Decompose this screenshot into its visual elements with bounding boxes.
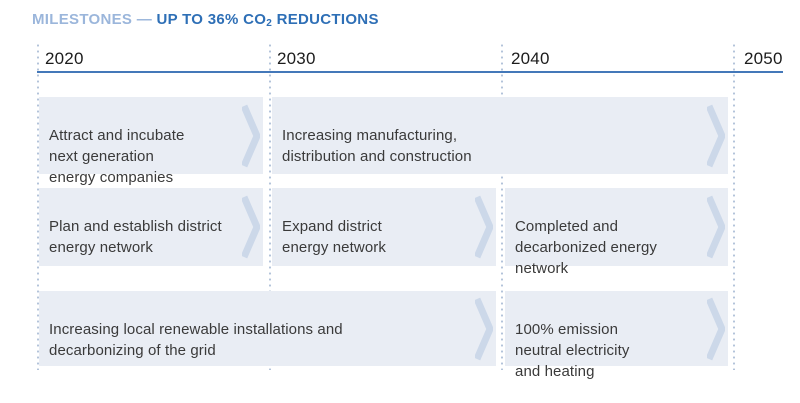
chevron-right-icon [707,104,725,167]
timeline-gridline-2040 [501,44,503,370]
milestone-box: Plan and establish district energy netwo… [39,188,263,266]
title-main: UP TO 36% CO [156,11,267,28]
milestone-text: Attract and incubate next generation ene… [49,127,185,186]
chevron-right-icon [707,195,725,259]
timeline-gridline-2030 [269,44,271,370]
milestone-text: Completed and decarbonized energy networ… [515,218,657,277]
chevron-right-icon [707,297,725,360]
chevron-right-icon [242,195,260,259]
chevron-right-icon [475,297,493,360]
page-title: MILESTONES — UP TO 36% CO2 REDUCTIONS [32,11,379,29]
timeline-year-2020: 2020 [45,49,84,68]
milestone-box: Completed and decarbonized energy networ… [505,188,728,277]
milestone-text: 100% emission neutral electricity and he… [515,321,630,380]
milestone-box: Attract and incubate next generation ene… [39,97,263,186]
timeline-year-2030: 2030 [277,49,316,68]
timeline-year-2040: 2040 [511,49,550,68]
milestone-box: Expand district energy network [272,188,496,266]
milestone-text: Expand district energy network [282,218,386,256]
timeline-year-2050: 2050 [744,49,783,68]
timeline-gridline-2020 [37,44,39,370]
milestone-box: 100% emission neutral electricity and he… [505,291,728,380]
co2-subscript: 2 [266,18,273,29]
timeline-gridline-2050 [733,44,735,370]
milestone-text: Increasing manufacturing, distribution a… [282,127,472,165]
milestone-box: Increasing manufacturing, distribution a… [272,97,728,174]
milestone-box: Increasing local renewable installations… [39,291,496,366]
chevron-right-icon [475,195,493,259]
title-suffix: REDUCTIONS [272,11,379,28]
title-prefix: MILESTONES — [32,11,157,28]
timeline-axis [37,71,783,73]
milestone-text: Plan and establish district energy netwo… [49,218,222,256]
milestone-text: Increasing local renewable installations… [49,321,343,359]
chevron-right-icon [242,104,260,167]
